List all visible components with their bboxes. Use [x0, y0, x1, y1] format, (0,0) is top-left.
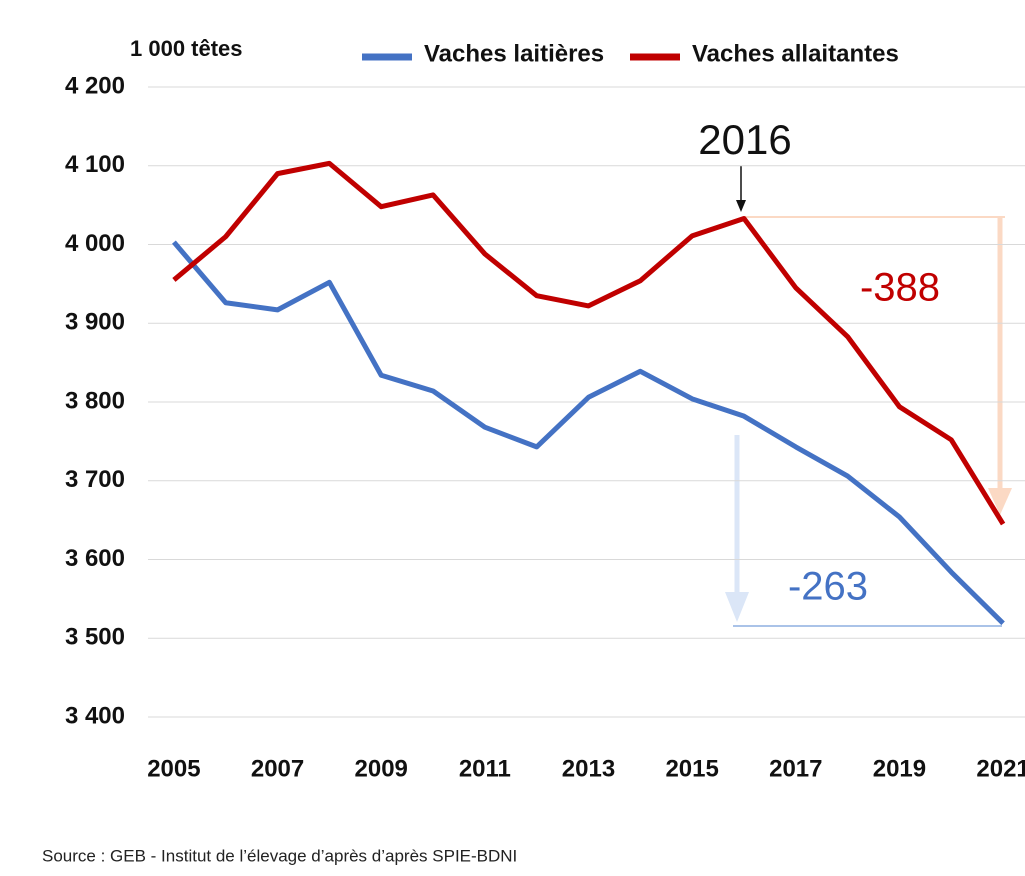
- annotation: -388: [860, 266, 940, 310]
- y-tick-label: 3 600: [65, 545, 125, 572]
- annotation-arrowhead: [725, 592, 749, 622]
- source: Source : GEB - Institut de l’élevage d’a…: [42, 846, 517, 865]
- y-tick-label: 4 200: [65, 72, 125, 99]
- x-tick-label: 2005: [147, 755, 200, 782]
- annotation: 2016: [698, 116, 791, 163]
- legend-label: Vaches laitières: [424, 40, 604, 67]
- x-tick-label: 2021: [976, 755, 1025, 782]
- annotation: -263: [788, 565, 868, 609]
- x-tick-label: 2007: [251, 755, 304, 782]
- y-tick-label: 3 500: [65, 624, 125, 651]
- legend-label: Vaches allaitantes: [692, 40, 899, 67]
- annotation-arrowhead: [988, 488, 1012, 515]
- x-tick-label: 2015: [665, 755, 718, 782]
- y-tick-label: 4 100: [65, 151, 125, 178]
- series-line: [172, 240, 1005, 626]
- annotation-arrowhead: [736, 200, 746, 212]
- x-tick-label: 2009: [355, 755, 408, 782]
- x-tick-label: 2011: [459, 755, 511, 782]
- y-tick-label: 3 900: [65, 309, 125, 336]
- y-unit: 1 000 têtes: [130, 36, 243, 61]
- x-tick-label: 2019: [873, 755, 926, 782]
- series-line: [172, 160, 1006, 526]
- y-tick-label: 4 000: [65, 230, 125, 257]
- y-tick-label: 3 700: [65, 466, 125, 493]
- y-tick-label: 3 400: [65, 702, 125, 729]
- y-tick-label: 3 800: [65, 387, 125, 414]
- x-tick-label: 2017: [769, 755, 822, 782]
- x-tick-label: 2013: [562, 755, 615, 782]
